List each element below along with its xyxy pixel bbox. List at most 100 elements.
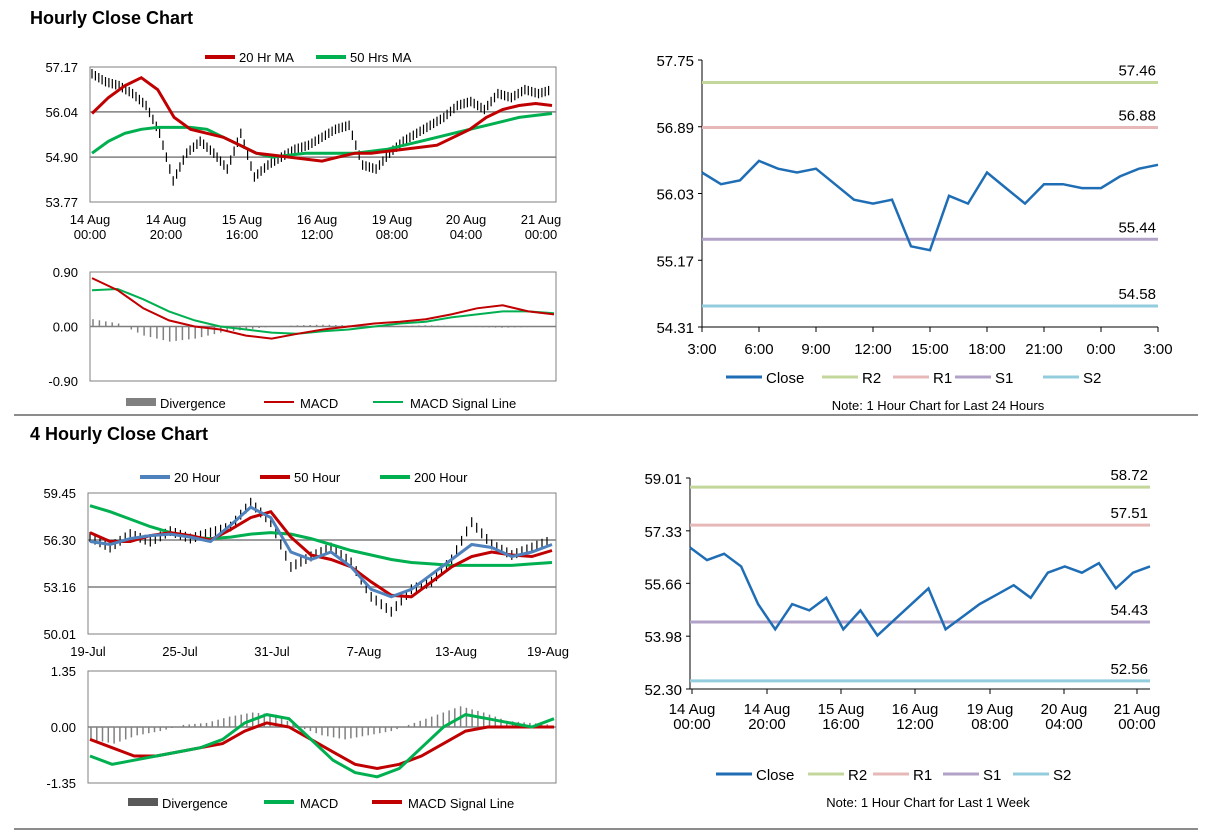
- four-hourly-price-x-tick-label: 19-Jul: [70, 644, 106, 659]
- four-hourly-levels-y-tick-label: 53.98: [644, 629, 682, 646]
- four-hourly-levels-s2-label: 52.56: [1110, 661, 1148, 678]
- four-hourly-macd-y-tick-label: -1.35: [46, 776, 76, 791]
- hourly-levels-r2-label: 57.46: [1118, 63, 1156, 80]
- four-hourly-levels-s1-label: 54.43: [1110, 602, 1148, 619]
- four-hourly-close-chart-title: 4 Hourly Close Chart: [30, 424, 209, 444]
- hourly-levels-close-line: [701, 159, 1159, 252]
- hourly-price-y-tick-label: 57.17: [45, 60, 78, 75]
- hourly-levels-x-tick-label: 9:00: [801, 341, 830, 358]
- hourly-price-x-tick-label: 16 Aug 12:00: [297, 212, 338, 242]
- hourly-levels-x-tick-label: 0:00: [1086, 341, 1115, 358]
- hourly-levels-x-tick-label: 15:00: [911, 341, 949, 358]
- legend-divergence-swatch: [126, 398, 156, 406]
- four-hourly-levels-y-tick-label: 52.30: [644, 682, 682, 699]
- hourly-levels-x-tick-label: 3:00: [1143, 341, 1172, 358]
- four-hourly-20h-line: [89, 505, 553, 599]
- legend-200-hour-label: 200 Hour: [414, 470, 468, 485]
- hourly-close-chart-title: Hourly Close Chart: [30, 8, 194, 28]
- four-hourly-macd-line: [89, 713, 555, 779]
- hourly-levels-y-tick-label: 54.31: [656, 320, 694, 337]
- four-hourly-levels-x-tick-label: 15 Aug 16:00: [818, 701, 865, 733]
- hourly-levels-r1-label: 56.88: [1118, 108, 1156, 125]
- legend-four-hourly-levels-r1-label: R1: [913, 767, 932, 784]
- hourly-levels-y-tick-label: 57.75: [656, 53, 694, 70]
- hourly-levels-x-tick-label: 6:00: [744, 341, 773, 358]
- hourly-50hr-ma-line: [91, 112, 553, 159]
- four-hourly-levels-y-tick-label: 57.33: [644, 524, 682, 541]
- four-hourly-levels-x-tick-label: 20 Aug 04:00: [1041, 701, 1088, 733]
- four-hourly-levels-x-tick-label: 16 Aug 12:00: [892, 701, 939, 733]
- legend-50hrs-ma-label: 50 Hrs MA: [350, 50, 412, 65]
- legend-4h-divergence-label: Divergence: [162, 796, 228, 811]
- legend-four-hourly-levels-close-label: Close: [756, 767, 794, 784]
- four-hourly-levels-y-tick-label: 55.66: [644, 576, 682, 593]
- four-hourly-levels-r2-label: 58.72: [1110, 467, 1148, 484]
- hourly-macd-y-tick-label: 0.90: [53, 265, 78, 280]
- hourly-price-x-tick-label: 19 Aug 08:00: [372, 212, 413, 242]
- legend-50-hour-label: 50 Hour: [294, 470, 341, 485]
- four-hourly-levels-x-tick-label: 19 Aug 08:00: [967, 701, 1014, 733]
- four-hourly-levels-x-tick-label: 14 Aug 00:00: [669, 701, 716, 733]
- four-hourly-macd-y-tick-label: 0.00: [51, 720, 76, 735]
- hourly-macd-line: [91, 277, 555, 340]
- hourly-levels-x-tick-label: 3:00: [687, 341, 716, 358]
- hourly-price-x-tick-label: 20 Aug 04:00: [446, 212, 487, 242]
- legend-20-hour-label: 20 Hour: [174, 470, 221, 485]
- four-hourly-price-x-tick-label: 7-Aug: [347, 644, 382, 659]
- hourly-price-x-tick-label: 21 Aug 00:00: [521, 212, 562, 242]
- hourly-price-x-tick-label: 14 Aug 00:00: [70, 212, 111, 242]
- four-hourly-price-x-tick-label: 13-Aug: [435, 644, 477, 659]
- four-hourly-levels-note: Note: 1 Hour Chart for Last 1 Week: [826, 795, 1030, 810]
- legend-hourly-levels-close-label: Close: [766, 370, 804, 387]
- legend-hourly-levels-r1-label: R1: [933, 370, 952, 387]
- hourly-levels-s1-label: 55.44: [1118, 219, 1156, 236]
- hourly-levels-y-tick-label: 55.17: [656, 253, 694, 270]
- four-hourly-price-y-tick-label: 50.01: [43, 627, 76, 642]
- legend-four-hourly-levels-s2-label: S2: [1053, 767, 1071, 784]
- four-hourly-price-y-tick-label: 59.45: [43, 486, 76, 501]
- four-hourly-price-y-tick-label: 56.30: [43, 533, 76, 548]
- hourly-price-y-tick-label: 54.90: [45, 150, 78, 165]
- legend-4h-macd-label: MACD: [300, 796, 338, 811]
- legend-four-hourly-levels-r2-label: R2: [848, 767, 867, 784]
- four-hourly-levels-close-line: [689, 546, 1151, 638]
- legend-hourly-levels-s2-label: S2: [1083, 370, 1101, 387]
- hourly-levels-y-tick-label: 56.03: [656, 187, 694, 204]
- hourly-price-x-tick-label: 14 Aug 20:00: [146, 212, 187, 242]
- legend-4h-divergence-swatch: [128, 798, 158, 806]
- hourly-levels-x-tick-label: 18:00: [968, 341, 1006, 358]
- legend-divergence-label: Divergence: [160, 396, 226, 411]
- legend-4h-macd-signal-label: MACD Signal Line: [408, 796, 514, 811]
- hourly-macd-y-tick-label: -0.90: [48, 374, 78, 389]
- section-divider: [14, 414, 1198, 416]
- section-divider: [14, 828, 1198, 830]
- hourly-price-x-tick-label: 15 Aug 16:00: [222, 212, 263, 242]
- hourly-levels-x-tick-label: 21:00: [1025, 341, 1063, 358]
- four-hourly-levels-x-tick-label: 21 Aug 00:00: [1114, 701, 1161, 733]
- hourly-macd-signal-line: [91, 287, 555, 335]
- hourly-levels-x-tick-label: 12:00: [854, 341, 892, 358]
- legend-hourly-levels-s1-label: S1: [995, 370, 1013, 387]
- four-hourly-levels-r1-label: 57.51: [1110, 505, 1148, 522]
- legend-hourly-levels-r2-label: R2: [862, 370, 881, 387]
- legend-macd-signal-label: MACD Signal Line: [410, 396, 516, 411]
- hourly-levels-note: Note: 1 Hour Chart for Last 24 Hours: [832, 398, 1045, 413]
- hourly-levels-y-tick-label: 56.89: [656, 120, 694, 137]
- hourly-macd-y-tick-label: 0.00: [53, 320, 78, 335]
- hourly-levels-s2-label: 54.58: [1118, 286, 1156, 303]
- four-hourly-price-y-tick-label: 53.16: [43, 580, 76, 595]
- four-hourly-price-plot-area: [87, 492, 557, 635]
- four-hourly-macd-y-tick-label: 1.35: [51, 664, 76, 679]
- four-hourly-price-x-tick-label: 25-Jul: [162, 644, 198, 659]
- legend-four-hourly-levels-s1-label: S1: [983, 767, 1001, 784]
- four-hourly-levels-y-tick-label: 59.01: [644, 471, 682, 488]
- legend-20hr-ma-label: 20 Hr MA: [239, 50, 294, 65]
- hourly-20hr-ma-line: [90, 75, 553, 163]
- hourly-price-y-tick-label: 56.04: [45, 105, 78, 120]
- hourly-price-y-tick-label: 53.77: [45, 195, 78, 210]
- four-hourly-price-x-tick-label: 19-Aug: [527, 644, 569, 659]
- four-hourly-levels-x-tick-label: 14 Aug 20:00: [744, 701, 791, 733]
- legend-macd-label: MACD: [300, 396, 338, 411]
- four-hourly-price-x-tick-label: 31-Jul: [254, 644, 290, 659]
